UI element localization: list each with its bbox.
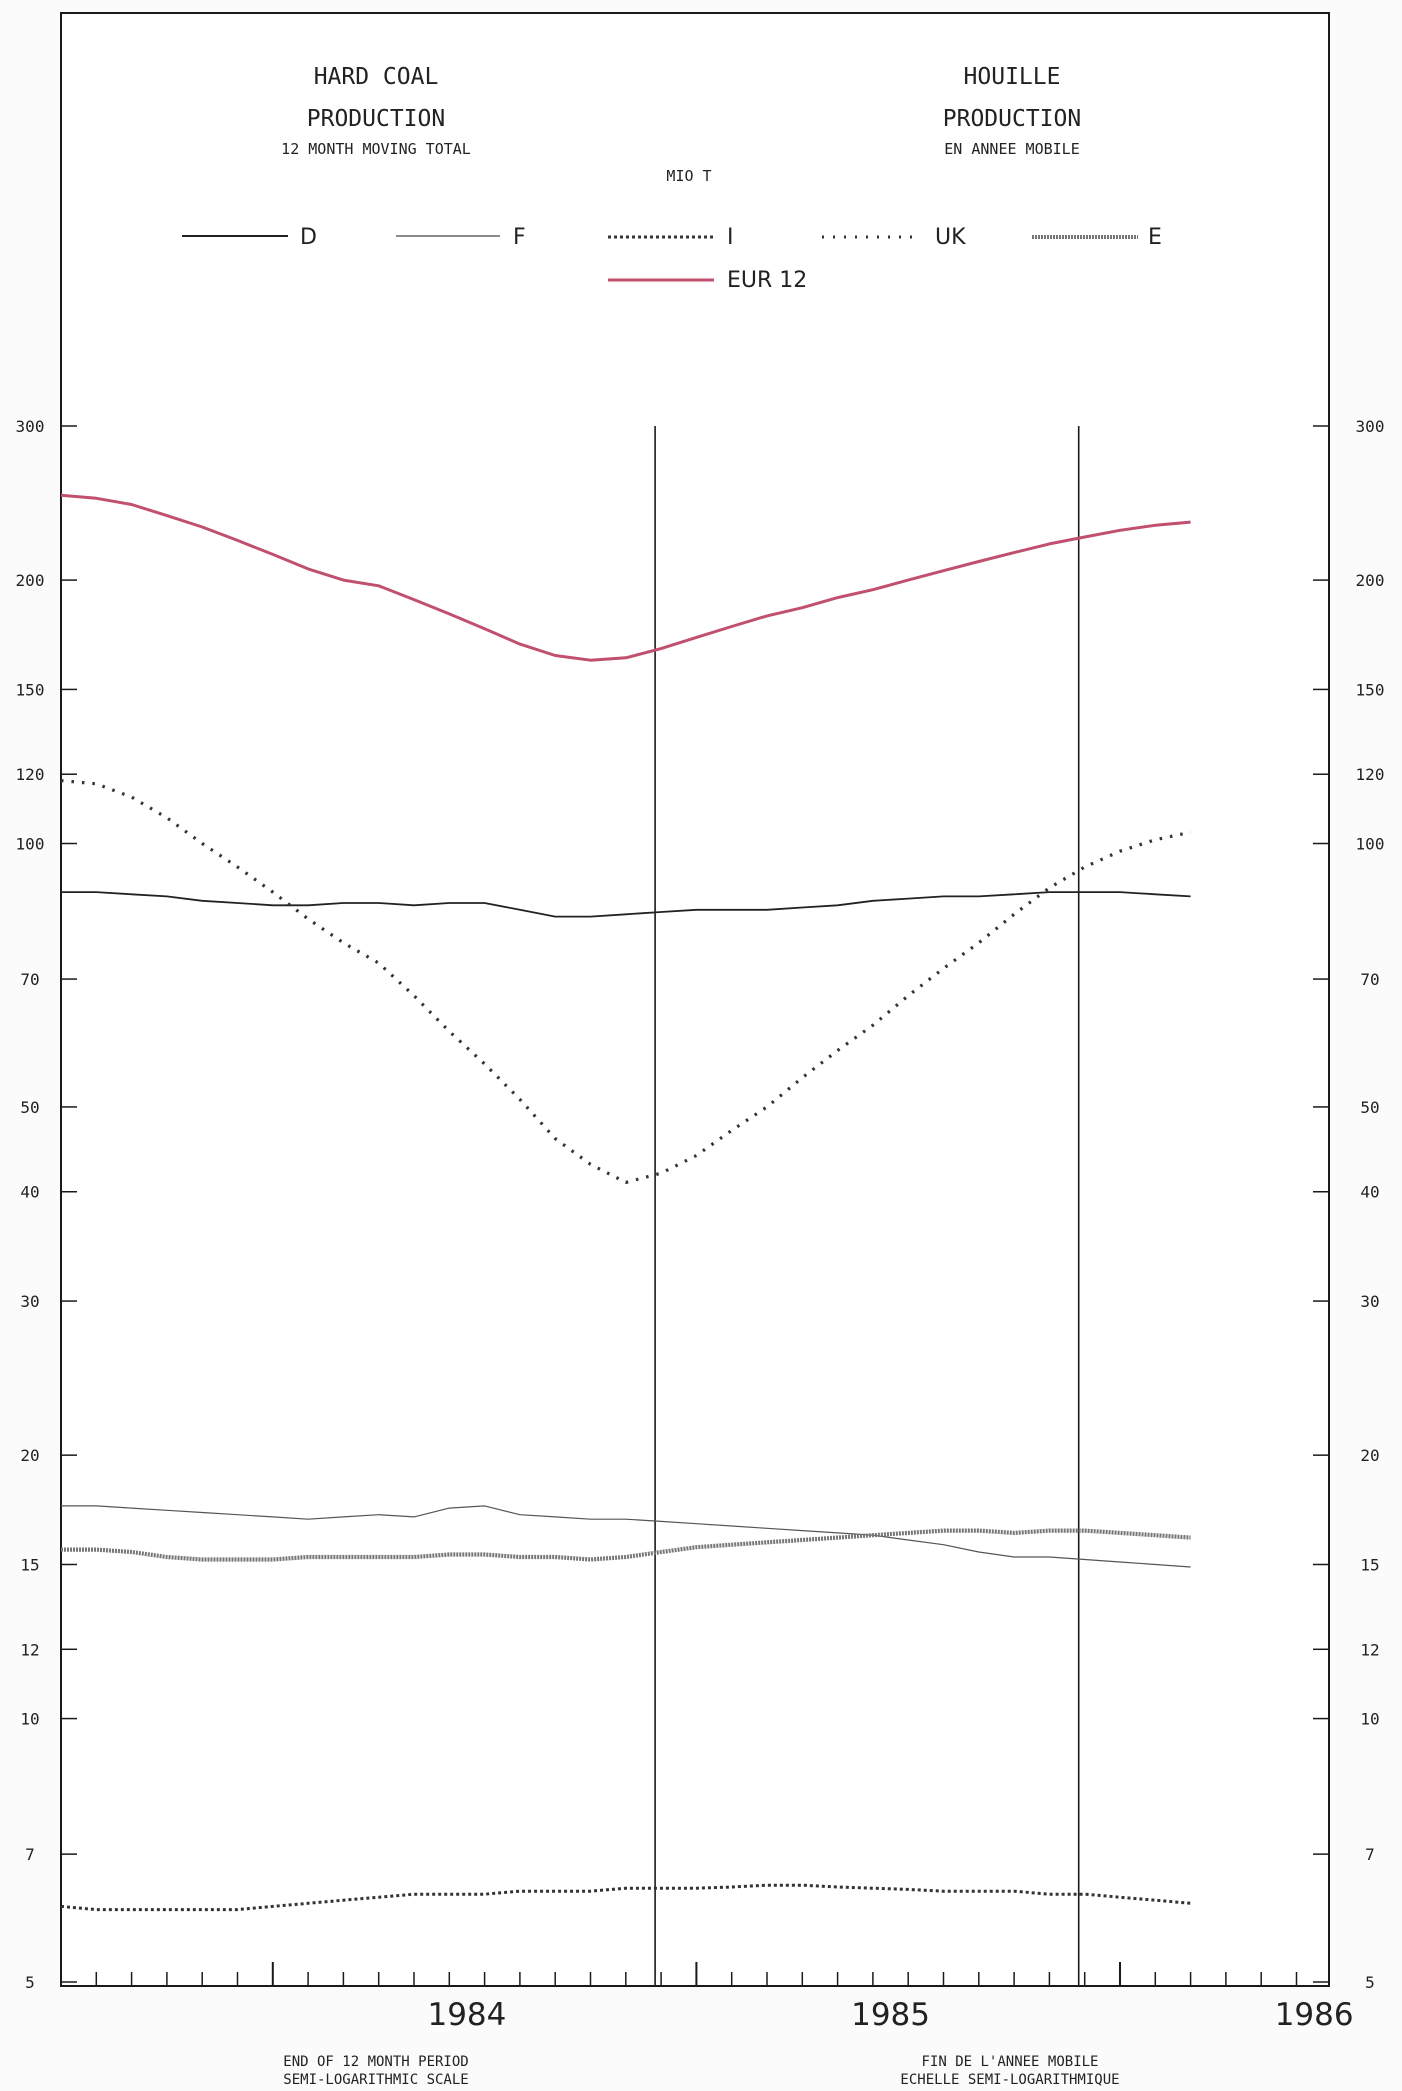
x-axis: 1984 1985 1986 bbox=[60, 1962, 1354, 2033]
y-tick-label-left: 200 bbox=[16, 571, 45, 590]
left-subtitle: 12 MONTH MOVING TOTAL bbox=[281, 140, 471, 158]
y-tick-label-left: 100 bbox=[16, 835, 45, 854]
y-tick-label-left: 40 bbox=[20, 1183, 39, 1202]
y-tick-label-right: 20 bbox=[1360, 1446, 1379, 1465]
right-title-2: PRODUCTION bbox=[943, 106, 1081, 132]
y-tick-label-left: 10 bbox=[20, 1710, 39, 1729]
legend: D F I UK E EUR 12 bbox=[182, 225, 1162, 293]
legend-label-d: D bbox=[300, 225, 317, 250]
y-tick-label-left: 300 bbox=[16, 417, 45, 436]
series-line-e bbox=[61, 1528, 1191, 1562]
y-tick-label-right: 150 bbox=[1356, 680, 1385, 699]
y-tick-label-left: 20 bbox=[20, 1446, 39, 1465]
unit-label: MIO T bbox=[666, 167, 711, 185]
series-line-eur12 bbox=[60, 493, 1191, 662]
y-tick-label-right: 40 bbox=[1360, 1183, 1379, 1202]
legend-label-f: F bbox=[513, 225, 526, 250]
series-line-d bbox=[61, 891, 1191, 918]
year-dividers bbox=[654, 426, 1080, 1986]
series-line-f bbox=[61, 1505, 1191, 1568]
y-tick-label-right: 200 bbox=[1356, 571, 1385, 590]
y-tick-label-left: 12 bbox=[20, 1640, 39, 1659]
y-tick-label-right: 10 bbox=[1360, 1710, 1379, 1729]
plot-frame bbox=[60, 12, 1330, 1987]
legend-label-e: E bbox=[1148, 225, 1162, 250]
y-axes: 5 5 7 7 10 10 12 12 15 15 20 20 30 30 40 40 50 50 70 70 100 1… bbox=[16, 417, 1385, 1992]
right-title-1: HOUILLE bbox=[964, 64, 1061, 90]
y-tick-label-left: 30 bbox=[20, 1292, 39, 1311]
left-title-1: HARD COAL bbox=[314, 64, 439, 90]
y-tick-label-left: 50 bbox=[20, 1098, 39, 1117]
legend-label-uk: UK bbox=[935, 225, 966, 250]
left-title-2: PRODUCTION bbox=[307, 106, 445, 132]
x-year-label: 1984 bbox=[427, 1997, 506, 2033]
y-tick-label-right: 300 bbox=[1356, 417, 1385, 436]
y-tick-label-left: 5 bbox=[25, 1973, 35, 1992]
footer-right-2: ECHELLE SEMI-LOGARITHMIQUE bbox=[900, 2072, 1119, 2088]
legend-label-i: I bbox=[727, 225, 734, 250]
x-year-label: 1986 bbox=[1275, 1997, 1354, 2033]
footer-left-2: SEMI-LOGARITHMIC SCALE bbox=[283, 2072, 468, 2088]
series-line-i bbox=[60, 1883, 1191, 1912]
y-tick-label-right: 12 bbox=[1360, 1640, 1379, 1659]
y-tick-label-left: 120 bbox=[16, 765, 45, 784]
x-year-label: 1985 bbox=[851, 1997, 930, 2033]
footer-right-1: FIN DE L'ANNEE MOBILE bbox=[921, 2054, 1098, 2070]
y-tick-label-right: 70 bbox=[1360, 970, 1379, 989]
y-tick-label-right: 7 bbox=[1365, 1845, 1375, 1864]
y-tick-label-right: 120 bbox=[1356, 765, 1385, 784]
legend-label-eur12: EUR 12 bbox=[727, 268, 807, 293]
y-tick-label-right: 5 bbox=[1365, 1973, 1375, 1992]
right-subtitle: EN ANNEE MOBILE bbox=[944, 140, 1079, 158]
y-tick-label-left: 15 bbox=[20, 1555, 39, 1574]
footer-left-1: END OF 12 MONTH PERIOD bbox=[283, 2054, 468, 2070]
y-tick-label-left: 150 bbox=[16, 680, 45, 699]
series-group bbox=[60, 493, 1191, 1912]
y-tick-label-left: 7 bbox=[25, 1845, 35, 1864]
y-tick-label-right: 100 bbox=[1356, 835, 1385, 854]
y-tick-label-right: 30 bbox=[1360, 1292, 1379, 1311]
y-tick-label-left: 70 bbox=[20, 970, 39, 989]
y-tick-label-right: 15 bbox=[1360, 1555, 1379, 1574]
y-tick-label-right: 50 bbox=[1360, 1098, 1379, 1117]
series-line-uk bbox=[60, 779, 1191, 1184]
